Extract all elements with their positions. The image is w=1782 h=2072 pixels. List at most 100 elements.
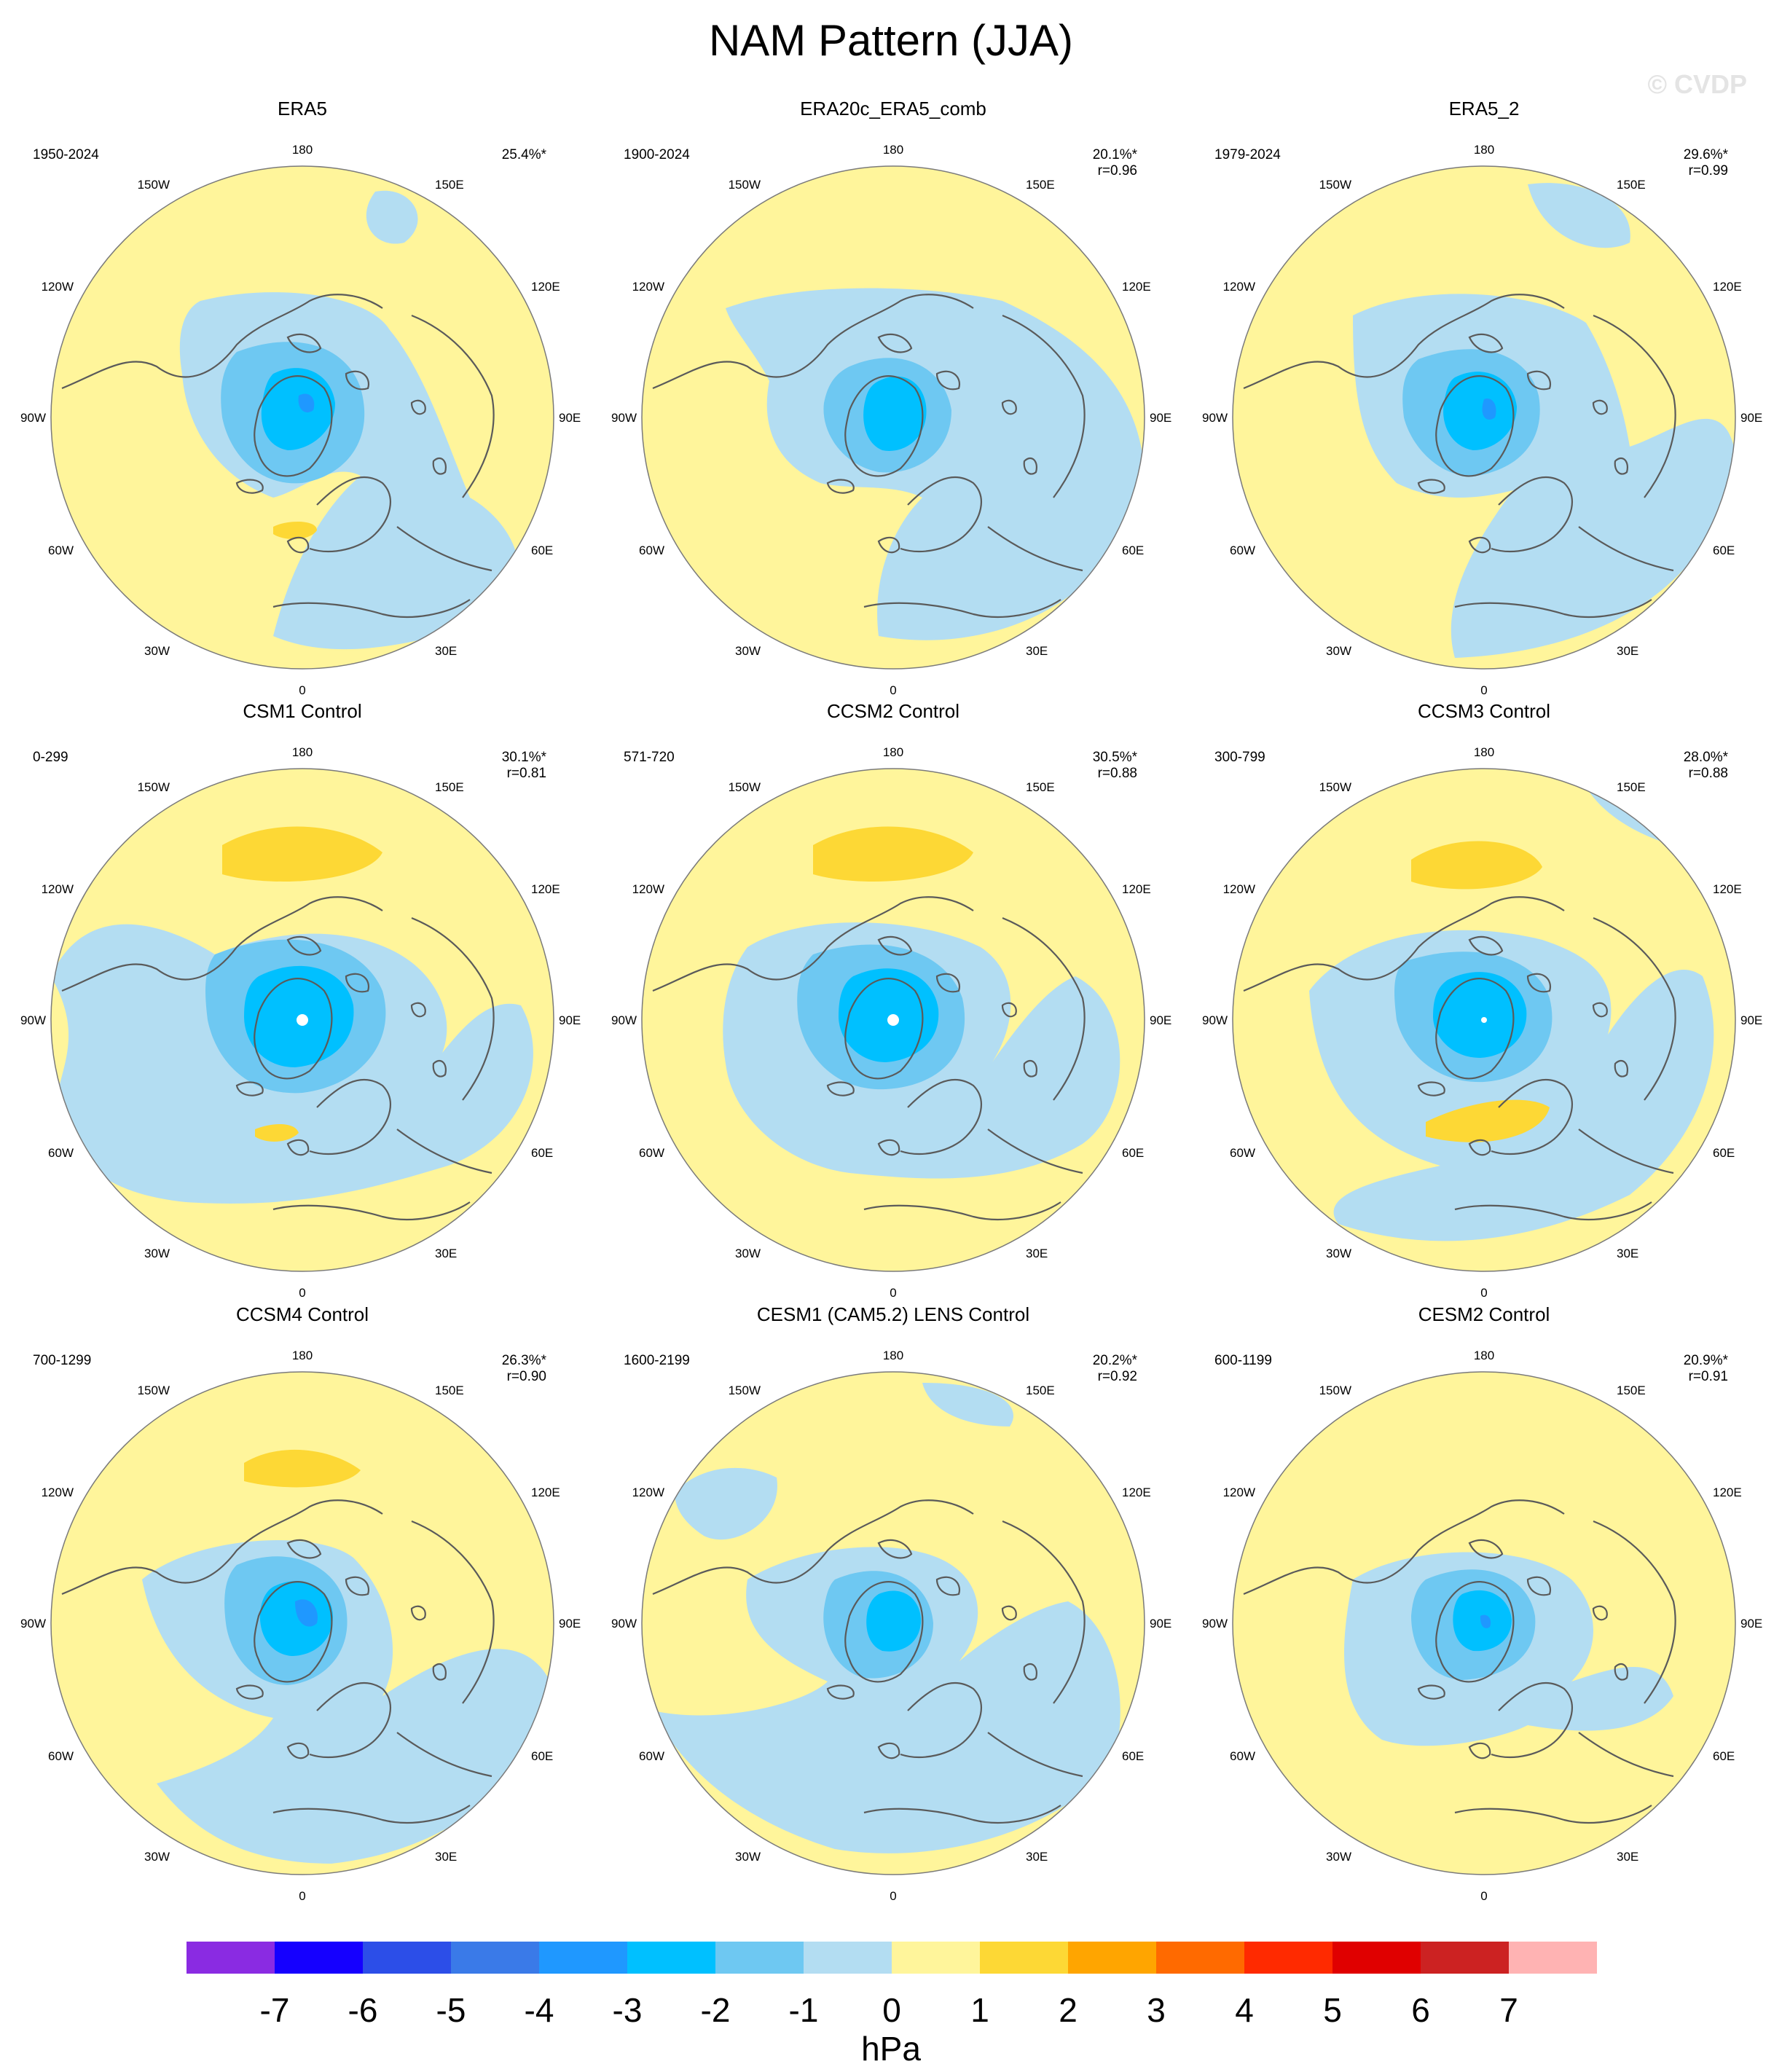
colorbar-swatch	[1509, 1942, 1597, 1974]
coastline	[1592, 399, 1608, 415]
panel-variance-pct: 28.0%*	[1684, 750, 1729, 765]
coastline	[1001, 1002, 1017, 1018]
coastline	[1468, 1539, 1504, 1559]
coastline	[286, 935, 322, 956]
coastline	[935, 1576, 961, 1596]
colorbar-tick-label: 6	[1411, 1991, 1430, 2029]
field-layer	[1233, 1372, 1735, 1875]
lon-label-90e: 90E	[1740, 411, 1762, 425]
coastline	[410, 1605, 426, 1621]
colorbar-tick-label: 1	[970, 1991, 989, 2029]
lon-label-30w: 30W	[1326, 1850, 1351, 1864]
lon-label-0: 0	[299, 1286, 305, 1300]
lon-label-60w: 60W	[48, 1749, 74, 1763]
coastline	[411, 1520, 495, 1704]
coastline	[345, 370, 370, 391]
colorbar-swatch	[539, 1942, 627, 1974]
lon-label-60w: 60W	[48, 1146, 74, 1160]
coastline	[863, 599, 1061, 619]
panel-pattern-corr: r=0.92	[1098, 1369, 1137, 1384]
coastline	[1435, 978, 1515, 1080]
lon-label-90w: 90W	[611, 1617, 637, 1630]
contour-extra	[298, 393, 315, 413]
coastline	[411, 314, 495, 498]
colorbar-tick-label: -6	[348, 1991, 378, 2029]
lon-label-150e: 150E	[1026, 178, 1055, 192]
colorbar-swatch	[892, 1942, 980, 1974]
figure-title: NAM Pattern (JJA)	[709, 16, 1073, 65]
lon-label-90w: 90W	[1202, 1617, 1228, 1630]
panel-pattern-corr: r=0.99	[1689, 163, 1728, 178]
coastline	[877, 1139, 900, 1156]
polar-map	[50, 768, 554, 1272]
lon-label-30e: 30E	[1617, 644, 1638, 658]
contour-minus3	[259, 1581, 333, 1656]
coastline	[254, 375, 333, 477]
colorbar-swatch	[804, 1942, 892, 1974]
lon-label-0: 0	[890, 683, 896, 697]
coastline	[826, 1081, 855, 1096]
colorbar-swatch	[275, 1942, 363, 1974]
contour-extra	[1411, 841, 1542, 890]
field-layer	[642, 769, 1145, 1271]
lon-label-150e: 150E	[1617, 780, 1646, 794]
coastline	[877, 1742, 900, 1759]
coastline	[1435, 375, 1515, 477]
map-panel: ERA5 1950-2024 25.4%* 180 0 90W 90E 150W 120W 150…	[20, 98, 581, 697]
polar-map	[1232, 165, 1736, 670]
lon-label-90w: 90W	[20, 1013, 46, 1027]
cvdp-watermark: © CVDP	[1647, 69, 1747, 99]
coastline	[1491, 476, 1573, 553]
coastline	[1468, 935, 1504, 956]
lon-label-180: 180	[292, 143, 313, 157]
contour-extra	[222, 826, 382, 882]
lon-label-120e: 120E	[1713, 280, 1742, 294]
lon-label-0: 0	[890, 1286, 896, 1300]
lon-label-90w: 90W	[1202, 411, 1228, 425]
lon-label-60w: 60W	[1230, 543, 1255, 557]
panel-years: 1900-2024	[624, 147, 690, 162]
coastline	[1593, 314, 1676, 498]
lon-label-120e: 120E	[531, 1486, 560, 1499]
colorbar-tick-label: 5	[1323, 1991, 1342, 2029]
colorbar-tick-label: -3	[613, 1991, 643, 2029]
lon-label-60w: 60W	[48, 543, 74, 557]
coastline	[286, 333, 322, 353]
polar-map	[641, 768, 1145, 1272]
coastline	[900, 476, 982, 553]
coastline	[987, 1129, 1083, 1174]
colorbar-swatch	[1068, 1942, 1156, 1974]
lon-label-120e: 120E	[531, 882, 560, 896]
coastline	[1468, 333, 1504, 353]
coastline	[826, 1684, 855, 1700]
coastline	[1491, 1078, 1573, 1155]
lon-label-60e: 60E	[1122, 1749, 1144, 1763]
coastline	[309, 1078, 391, 1155]
contour-minus3	[863, 376, 927, 451]
lon-label-120e: 120E	[1713, 1486, 1742, 1499]
lon-label-150w: 150W	[729, 178, 761, 192]
colorbar-tick-label: -2	[701, 1991, 731, 2029]
coastline	[844, 978, 924, 1080]
lon-label-30e: 30E	[1026, 1850, 1048, 1864]
lon-label-150w: 150W	[138, 780, 170, 794]
colorbar-tick-label: -7	[260, 1991, 290, 2029]
lon-label-90w: 90W	[20, 411, 46, 425]
lon-label-30w: 30W	[735, 1850, 761, 1864]
lon-label-120e: 120E	[1122, 1486, 1151, 1499]
polar-map	[1232, 1371, 1736, 1875]
panel-years: 0-299	[33, 750, 68, 765]
lon-label-120w: 120W	[1223, 280, 1255, 294]
coastline	[1468, 536, 1491, 554]
coastline	[1001, 1605, 1017, 1621]
lon-label-60w: 60W	[639, 1749, 664, 1763]
contour-minus3	[839, 968, 939, 1062]
colorbar-swatch	[451, 1942, 539, 1974]
colorbar-swatch	[715, 1942, 804, 1974]
lon-label-90e: 90E	[559, 1013, 581, 1027]
lon-label-90e: 90E	[559, 1617, 581, 1630]
coastline	[826, 479, 855, 494]
lon-label-60e: 60E	[531, 1749, 553, 1763]
field-layer	[51, 166, 554, 669]
panel-variance-pct: 26.3%*	[502, 1353, 547, 1368]
